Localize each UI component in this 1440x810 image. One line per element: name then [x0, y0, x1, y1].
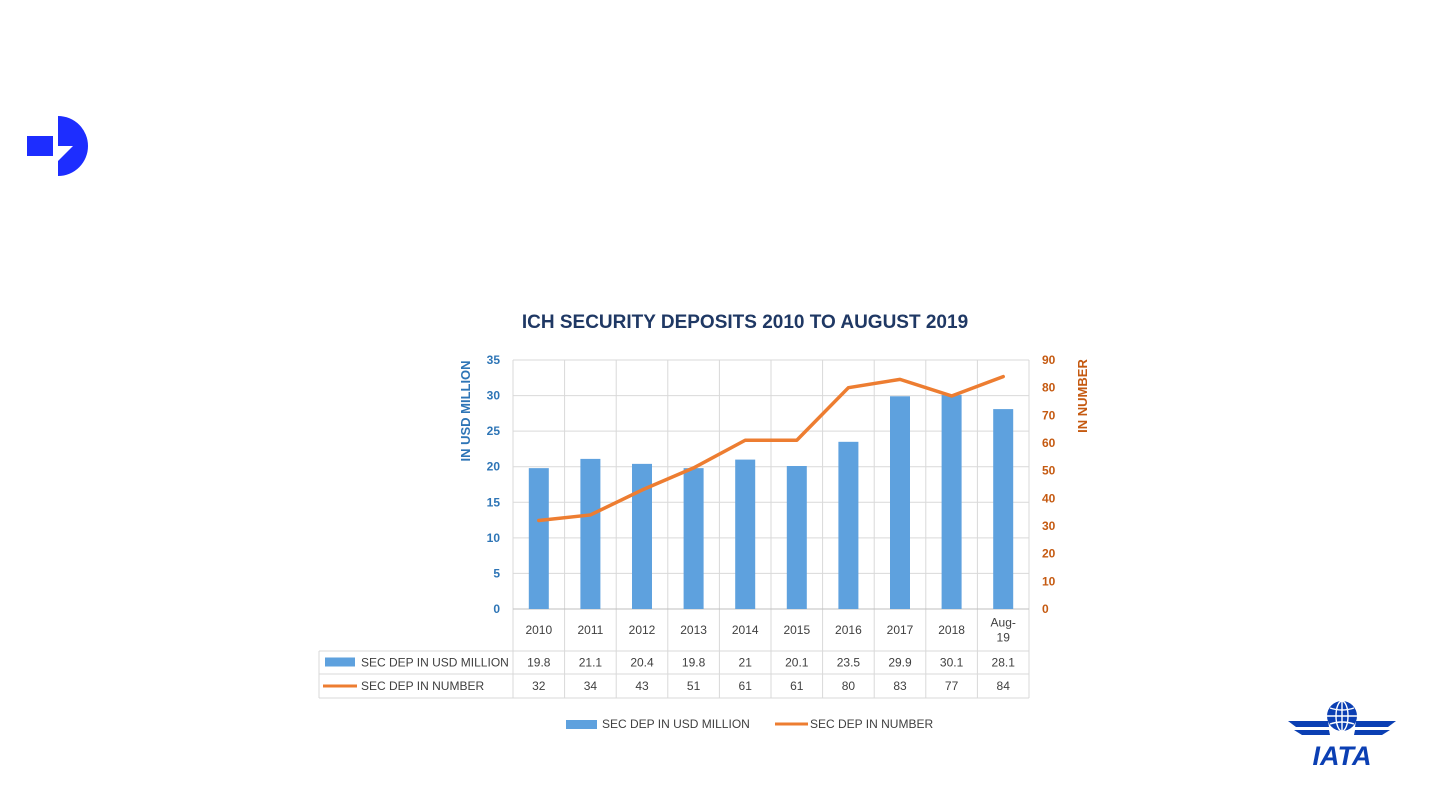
table-cell: 32 [532, 679, 546, 693]
y2-tick-label: 80 [1042, 381, 1056, 395]
category-label: 2013 [680, 623, 707, 637]
table-cell: 19.8 [682, 656, 706, 670]
bar [993, 409, 1014, 609]
line-point [847, 386, 850, 389]
bar [786, 466, 807, 609]
y2-tick-label: 30 [1042, 519, 1056, 533]
y2-tick-label: 60 [1042, 436, 1056, 450]
y2-tick-label: 20 [1042, 547, 1056, 561]
line-point [950, 394, 953, 398]
category-label: 2018 [938, 623, 965, 637]
y-tick-label: 15 [487, 495, 501, 509]
y2-tick-label: 70 [1042, 408, 1056, 422]
category-label: Aug- [991, 616, 1016, 630]
category-label: 2012 [629, 623, 656, 637]
line-point [795, 439, 798, 442]
y2-tick-label: 40 [1042, 491, 1056, 505]
bar [683, 468, 704, 609]
table-cell: 20.4 [630, 656, 654, 670]
bar [890, 396, 910, 609]
category-label: 2017 [887, 623, 914, 637]
table-cell: 77 [945, 679, 959, 693]
y-axis-title: IN USD MILLION [458, 360, 473, 461]
table-cell: 23.5 [837, 656, 861, 670]
table-cell: 21.1 [579, 656, 603, 670]
bar [941, 394, 962, 609]
line-point [640, 488, 644, 492]
category-label: 2011 [577, 623, 603, 637]
y2-tick-label: 10 [1042, 574, 1056, 588]
legend-label: SEC DEP IN USD MILLION [602, 717, 750, 731]
y-tick-label: 25 [487, 424, 501, 438]
table-cell: 51 [687, 679, 701, 693]
table-cell: 29.9 [888, 656, 912, 670]
bar [528, 468, 549, 609]
bar [838, 441, 859, 609]
series-line [537, 374, 1005, 523]
table-cell: 20.1 [785, 656, 809, 670]
table-row-label: SEC DEP IN NUMBER [361, 679, 484, 693]
table-cell: 84 [997, 679, 1011, 693]
bar [632, 463, 652, 609]
table-cell: 61 [739, 679, 753, 693]
category-label: 2010 [525, 623, 552, 637]
table-cell: 80 [842, 679, 856, 693]
category-label: 2016 [835, 623, 862, 637]
y2-tick-label: 50 [1042, 464, 1056, 478]
chart-title: ICH SECURITY DEPOSITS 2010 TO AUGUST 201… [521, 312, 969, 333]
y2-tick-label: 90 [1042, 353, 1056, 367]
brand-logo [27, 116, 88, 176]
y-tick-label: 10 [487, 531, 501, 545]
table-cell: 21 [739, 656, 753, 670]
y2-tick-label: 0 [1042, 602, 1049, 616]
legend-key [566, 720, 597, 729]
table-cell: 43 [635, 679, 649, 693]
table-cell: 19.8 [527, 656, 551, 670]
y-tick-label: 35 [487, 353, 501, 367]
line-point [692, 466, 695, 470]
category-label: 19 [997, 631, 1011, 645]
category-label: 2015 [783, 623, 810, 637]
table-cell: 30.1 [940, 656, 964, 670]
line-point [898, 378, 902, 381]
table-legend-key [325, 657, 355, 667]
line-point [744, 439, 747, 442]
y-tick-label: 30 [487, 389, 501, 403]
y-tick-label: 20 [487, 460, 501, 474]
line-point [1002, 375, 1005, 378]
table-row-label: SEC DEP IN USD MILLION [361, 656, 509, 670]
line-point [537, 519, 540, 522]
bar [735, 459, 756, 609]
category-label: 2014 [732, 623, 759, 637]
bar [580, 458, 601, 609]
iata-logo: IATA [1288, 700, 1396, 769]
y2-axis-title: IN NUMBER [1075, 359, 1090, 433]
y-tick-label: 5 [493, 566, 500, 580]
table-cell: 34 [584, 679, 598, 693]
table-cell: 83 [893, 679, 907, 693]
table-cell: 28.1 [992, 656, 1016, 670]
legend-label: SEC DEP IN NUMBER [810, 717, 933, 731]
table-cell: 61 [790, 679, 804, 693]
y-tick-label: 0 [493, 602, 500, 616]
line-point [589, 513, 592, 517]
svg-text:IATA: IATA [1313, 741, 1372, 769]
